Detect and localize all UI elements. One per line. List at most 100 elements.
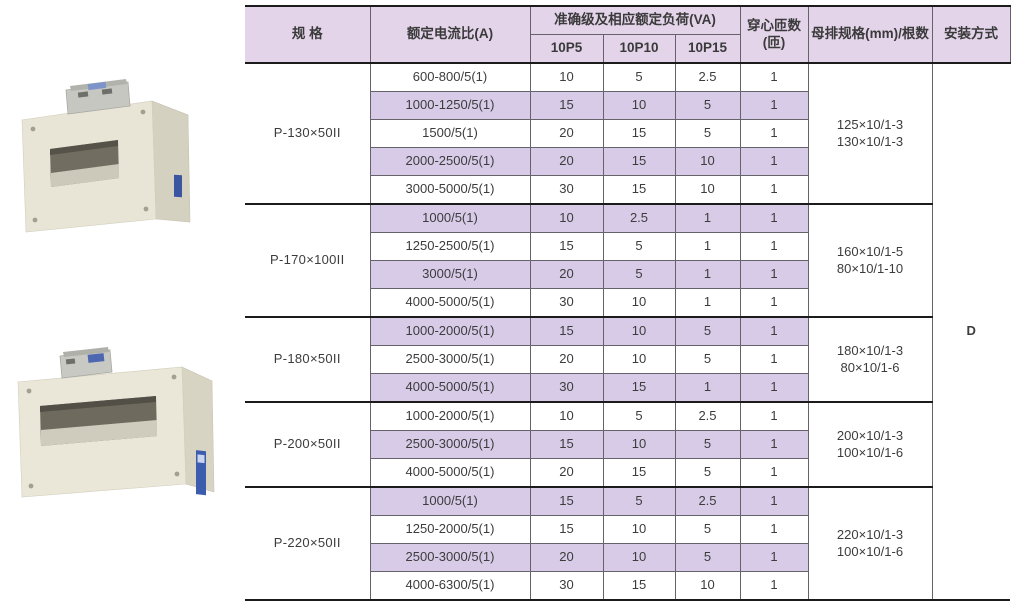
ratio-cell: 2500-3000/5(1) <box>369 430 531 459</box>
ct-screw <box>26 388 32 394</box>
ratio-cell: 600-800/5(1) <box>369 62 531 92</box>
ct-window-inner-wall <box>41 420 157 446</box>
ct-window-shadow <box>50 140 118 155</box>
load-10p15-cell: 2.5 <box>674 486 741 516</box>
load-10p15-cell: 1 <box>674 288 741 318</box>
load-10p15-cell: 10 <box>674 175 741 205</box>
ct-terminal-slot <box>77 91 89 98</box>
load-10p10-cell: 15 <box>602 119 676 148</box>
ratio-cell: 1000/5(1) <box>369 203 531 233</box>
turns-cell: 1 <box>739 62 809 92</box>
load-10p10-cell: 5 <box>602 401 676 431</box>
ct-screw <box>30 126 36 132</box>
load-10p10-cell: 15 <box>602 571 676 601</box>
load-10p15-cell: 5 <box>674 316 741 346</box>
product-photo-bottom <box>4 342 234 514</box>
load-10p10-cell: 10 <box>602 515 676 544</box>
header-accuracy-group: 准确级及相应额定负荷(VA) <box>529 5 741 35</box>
load-10p5-cell: 20 <box>529 147 604 176</box>
load-10p5-cell: 15 <box>529 91 604 120</box>
load-10p15-cell: 5 <box>674 345 741 374</box>
header-busbar: 母排规格(mm)/根数 <box>807 5 933 64</box>
load-10p5-cell: 15 <box>529 515 604 544</box>
ct-side-label-text <box>197 454 205 464</box>
load-10p15-cell: 5 <box>674 430 741 459</box>
load-10p5-cell: 20 <box>529 543 604 572</box>
table-row: 3000-5000/5(1) 30 15 10 1 <box>245 175 1010 205</box>
load-10p10-cell: 15 <box>602 458 676 488</box>
turns-cell: 1 <box>739 175 809 205</box>
install-cell: D <box>931 62 1010 601</box>
ct-screw <box>171 374 177 380</box>
turns-cell: 1 <box>739 486 809 516</box>
load-10p5-cell: 10 <box>529 203 604 233</box>
load-10p15-cell: 1 <box>674 203 741 233</box>
ratio-cell: 4000-6300/5(1) <box>369 571 531 601</box>
ct-terminal-top <box>63 347 109 357</box>
spec-cell: P-220×50II <box>245 486 371 601</box>
load-10p10-cell: 10 <box>602 316 676 346</box>
table-row: 1250-2500/5(1) 15 5 1 1 <box>245 232 1010 261</box>
load-10p5-cell: 20 <box>529 458 604 488</box>
ratio-cell: 3000-5000/5(1) <box>369 175 531 205</box>
turns-cell: 1 <box>739 458 809 488</box>
table-row: P-170×100II 1000/5(1) 10 2.5 1 1 160×10/1-5 80×… <box>245 203 1010 318</box>
load-10p10-cell: 15 <box>602 175 676 205</box>
load-10p10-cell: 5 <box>602 62 676 92</box>
table-row: 1500/5(1) 20 15 5 1 <box>245 119 1010 148</box>
table-row: 2500-3000/5(1) 15 10 5 1 <box>245 430 1010 459</box>
load-10p10-cell: 15 <box>602 373 676 403</box>
table-row: 2000-2500/5(1) 20 15 10 1 <box>245 147 1010 176</box>
turns-cell: 1 <box>739 288 809 318</box>
load-10p5-cell: 30 <box>529 373 604 403</box>
table-row: 4000-5000/5(1) 20 15 5 1 <box>245 458 1010 488</box>
ratio-cell: 4000-5000/5(1) <box>369 288 531 318</box>
turns-cell: 1 <box>739 119 809 148</box>
ct-screw <box>28 483 34 489</box>
load-10p15-cell: 5 <box>674 91 741 120</box>
ct-window-shadow <box>40 396 156 412</box>
load-10p15-cell: 5 <box>674 543 741 572</box>
table-row: 2500-3000/5(1) 20 10 5 1 <box>245 543 1010 572</box>
turns-cell: 1 <box>739 401 809 431</box>
load-10p5-cell: 10 <box>529 401 604 431</box>
load-10p5-cell: 15 <box>529 430 604 459</box>
load-10p10-cell: 5 <box>602 260 676 289</box>
ratio-cell: 4000-5000/5(1) <box>369 373 531 403</box>
load-10p15-cell: 2.5 <box>674 62 741 92</box>
load-10p10-cell: 15 <box>602 147 676 176</box>
table-row: P-130×50II 600-800/5(1) 10 5 2.5 1 125×10/1-3 1… <box>245 62 1010 601</box>
ct-terminal-label <box>87 81 107 91</box>
turns-cell: 1 <box>739 203 809 233</box>
busbar-cell: 160×10/1-5 80×10/1-10 <box>807 203 933 318</box>
turns-cell: 1 <box>739 147 809 176</box>
ratio-cell: 1000/5(1) <box>369 486 531 516</box>
table-row: P-220×50II 1000/5(1) 15 5 2.5 1 220×10/1-3 100×… <box>245 486 1010 601</box>
turns-cell: 1 <box>739 430 809 459</box>
load-10p10-cell: 5 <box>602 232 676 261</box>
busbar-cell: 180×10/1-3 80×10/1-6 <box>807 316 933 403</box>
header-10p10: 10P10 <box>602 33 676 64</box>
table-row: P-180×50II 1000-2000/5(1) 15 10 5 1 180×10/1-3… <box>245 316 1010 403</box>
table-row: 2500-3000/5(1) 20 10 5 1 <box>245 345 1010 374</box>
load-10p15-cell: 5 <box>674 119 741 148</box>
load-10p10-cell: 10 <box>602 345 676 374</box>
product-photo-top <box>6 70 218 242</box>
load-10p5-cell: 30 <box>529 288 604 318</box>
turns-cell: 1 <box>739 571 809 601</box>
header-10p5: 10P5 <box>529 33 604 64</box>
ratio-cell: 3000/5(1) <box>369 260 531 289</box>
table-row: P-200×50II 1000-2000/5(1) 10 5 2.5 1 200×10/1-… <box>245 401 1010 488</box>
ct-window-inner-wall <box>51 164 119 187</box>
ct-screw <box>174 471 180 477</box>
ct-screw <box>143 206 149 212</box>
table-body: P-130×50II 600-800/5(1) 10 5 2.5 1 125×10/1-3 1… <box>245 62 1010 601</box>
table-row: 1250-2000/5(1) 15 10 5 1 <box>245 515 1010 544</box>
ct-screw <box>32 217 38 223</box>
header-ratio: 额定电流比(A) <box>369 5 531 64</box>
load-10p5-cell: 30 <box>529 175 604 205</box>
header-row-1: 规 格 额定电流比(A) 准确级及相应额定负荷(VA) 穿心匝数(匝) 母排规格… <box>245 5 1011 64</box>
turns-cell: 1 <box>739 373 809 403</box>
ratio-cell: 1250-2500/5(1) <box>369 232 531 261</box>
load-10p10-cell: 2.5 <box>602 203 676 233</box>
